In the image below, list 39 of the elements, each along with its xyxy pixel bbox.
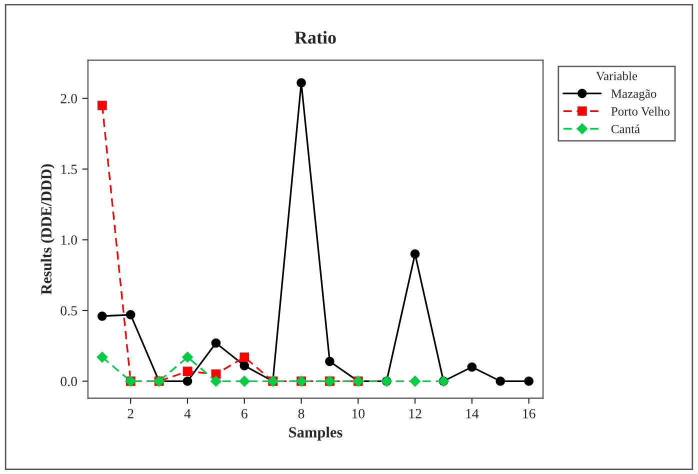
legend-label: Porto Velho bbox=[611, 106, 670, 116]
point bbox=[126, 310, 136, 320]
legend-title: Variable bbox=[596, 71, 638, 80]
x-tick-label: 8 bbox=[298, 408, 304, 418]
point bbox=[97, 311, 107, 321]
chart-title: Ratio bbox=[294, 31, 336, 44]
point bbox=[210, 376, 222, 387]
y-tick-label: 0.0 bbox=[60, 376, 77, 386]
point bbox=[410, 376, 420, 387]
x-tick-label: 10 bbox=[352, 408, 365, 418]
x-tick-label: 12 bbox=[409, 409, 422, 418]
point bbox=[96, 352, 108, 363]
y-tick-label: 1.0 bbox=[61, 235, 77, 245]
x-tick-label: 16 bbox=[523, 409, 536, 418]
point bbox=[296, 78, 306, 88]
y-tick-label: 0.5 bbox=[60, 306, 77, 316]
x-tick-label: 2 bbox=[128, 409, 134, 418]
point bbox=[496, 376, 506, 386]
legend-label: Mazagão bbox=[611, 89, 656, 100]
y-tick-label: 1.5 bbox=[61, 164, 77, 174]
point bbox=[410, 249, 420, 259]
point bbox=[182, 366, 192, 376]
point bbox=[211, 338, 221, 348]
point bbox=[240, 352, 250, 362]
y-axis-title: Results (DDE/DDD) bbox=[40, 164, 55, 294]
point bbox=[97, 100, 107, 110]
point bbox=[182, 352, 193, 363]
point bbox=[238, 376, 250, 387]
x-axis-title: Samples bbox=[289, 426, 342, 441]
point bbox=[182, 376, 192, 386]
point bbox=[467, 362, 477, 372]
point bbox=[524, 376, 534, 386]
legend-label: Cantá bbox=[611, 124, 640, 134]
x-tick-label: 6 bbox=[242, 409, 248, 418]
y-tick-label: 2.0 bbox=[60, 94, 77, 104]
x-tick-label: 4 bbox=[184, 409, 191, 418]
x-tick-label: 14 bbox=[466, 409, 479, 418]
point bbox=[240, 360, 250, 370]
point bbox=[325, 356, 334, 366]
